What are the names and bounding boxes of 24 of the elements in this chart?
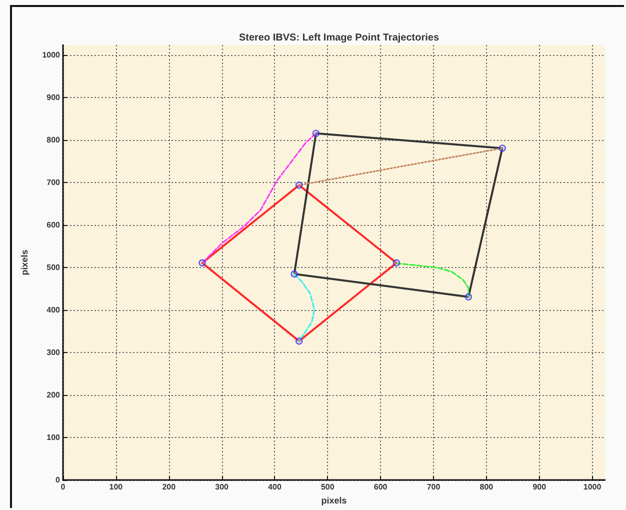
y-tick-label: 500: [46, 263, 61, 272]
y-tick-label: 0: [56, 476, 61, 484]
y-tick-label: 600: [46, 220, 61, 230]
y-tick-label: 1000: [42, 50, 61, 60]
y-tick-label: 900: [46, 93, 61, 102]
x-tick-label: 400: [268, 482, 282, 492]
x-tick-label: 800: [480, 482, 494, 492]
x-tick-label: 500: [320, 482, 335, 492]
y-tick-label: 400: [46, 306, 61, 315]
x-tick-label: 1000: [583, 482, 602, 492]
y-tick-label: 100: [46, 433, 61, 442]
x-tick-label: 600: [374, 482, 388, 492]
x-tick-label: 700: [426, 482, 441, 492]
y-tick-label: 800: [46, 136, 61, 145]
y-tick-label: 300: [46, 348, 61, 358]
x-tick-label: 300: [215, 482, 230, 492]
chart-title: Stereo IBVS: Left Image Point Trajectories: [238, 32, 440, 44]
y-tick-label: 700: [46, 178, 61, 188]
y-tick-label: 200: [46, 390, 61, 400]
x-tick-label: 100: [109, 482, 124, 492]
x-axis-title: pixels: [321, 495, 347, 506]
x-tick-label: 200: [162, 482, 176, 492]
x-tick-label: 900: [532, 482, 547, 492]
y-axis-title: pixels: [20, 250, 30, 276]
